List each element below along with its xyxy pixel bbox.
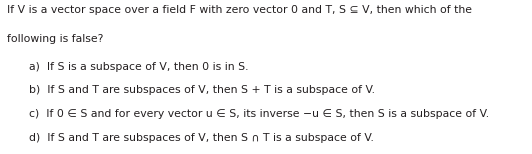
Text: c)  If 0 ∈ S and for every vector u ∈ S, its inverse −u ∈ S, then S is a subspac: c) If 0 ∈ S and for every vector u ∈ S, … bbox=[29, 109, 489, 119]
Text: a)  If S is a subspace of V, then 0 is in S.: a) If S is a subspace of V, then 0 is in… bbox=[29, 62, 249, 72]
Text: If V is a vector space over a field F with zero vector 0 and T, S ⊆ V, then whic: If V is a vector space over a field F wi… bbox=[7, 5, 472, 15]
Text: d)  If S and T are subspaces of V, then S ∩ T is a subspace of V.: d) If S and T are subspaces of V, then S… bbox=[29, 133, 374, 143]
Text: b)  If S and T are subspaces of V, then S + T is a subspace of V.: b) If S and T are subspaces of V, then S… bbox=[29, 85, 375, 95]
Text: following is false?: following is false? bbox=[7, 34, 104, 44]
